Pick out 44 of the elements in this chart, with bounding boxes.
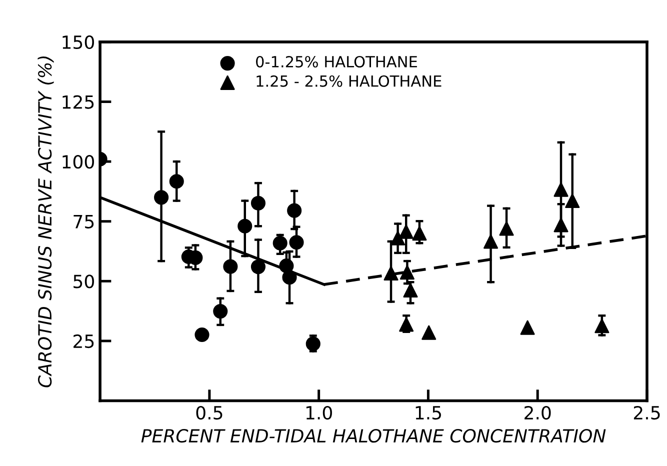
x-tick-label: 1.5 xyxy=(416,406,441,420)
point xyxy=(289,235,304,250)
y-axis-title: CAROTID SINUS NERVE ACTIVITY (%) xyxy=(38,56,54,388)
x-tick-label: 2.5 xyxy=(634,406,660,420)
y-tick-label: 25 xyxy=(74,334,94,348)
point xyxy=(554,218,568,232)
point xyxy=(223,259,238,274)
point xyxy=(384,266,398,281)
point xyxy=(213,304,228,319)
y-tick-label: 100 xyxy=(62,155,94,169)
legend-label: 0-1.25% HALOTHANE xyxy=(256,56,417,68)
y-tick-label: 75 xyxy=(74,215,94,228)
point xyxy=(594,318,610,334)
point xyxy=(520,320,535,335)
point xyxy=(400,265,414,280)
point xyxy=(399,317,414,332)
legend-label: 1.25 - 2.5% HALOTHANE xyxy=(256,75,442,87)
x-axis-title: PERCENT END-TIDAL HALOTHANE CONCENTRATION xyxy=(141,428,606,443)
point xyxy=(154,190,169,205)
point xyxy=(272,236,288,250)
point xyxy=(412,226,427,241)
point xyxy=(499,221,514,236)
point xyxy=(282,270,297,285)
y-tick-label: 125 xyxy=(62,95,94,109)
point xyxy=(306,336,320,352)
point xyxy=(194,327,210,342)
point xyxy=(287,203,302,218)
point xyxy=(484,234,498,249)
x-tick-label: 0.5 xyxy=(196,406,222,420)
point xyxy=(403,282,418,298)
x-tick-label: 1.0 xyxy=(306,406,332,420)
point xyxy=(250,260,266,274)
point xyxy=(250,196,266,210)
point xyxy=(390,230,406,246)
x-tick-label: 2.0 xyxy=(524,406,551,420)
y-tick-label: 150 xyxy=(62,35,94,50)
y-tick-label: 50 xyxy=(74,274,94,288)
point xyxy=(238,218,252,234)
point xyxy=(565,193,580,208)
point xyxy=(554,182,568,197)
point xyxy=(422,325,436,340)
point xyxy=(279,258,294,274)
point xyxy=(398,224,414,239)
point xyxy=(169,174,184,189)
